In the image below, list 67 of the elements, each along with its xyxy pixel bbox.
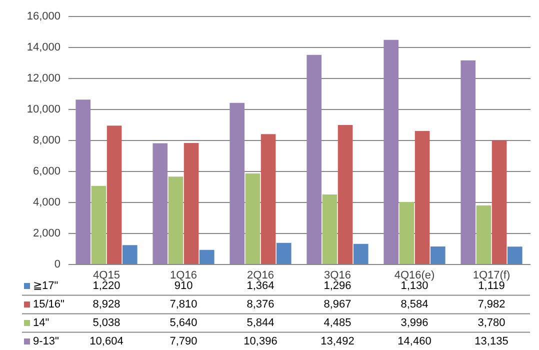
bar [168,176,184,264]
legend-label: 9-13" [33,336,60,348]
data-label: 13,492 [320,336,354,348]
bar [414,130,430,264]
data-label: 7,810 [170,298,198,310]
bar [460,60,476,264]
bar [199,250,214,264]
data-label: 8,967 [324,298,352,310]
y-tick-label: 16,000 [26,10,60,22]
x-tick-label: 1Q17(f) [472,270,510,282]
data-label: 13,135 [474,336,508,348]
data-label: 1,130 [400,280,428,292]
data-label: 10,604 [90,336,124,348]
data-label: 5,640 [170,317,198,329]
legend-label: 15/16" [33,298,65,310]
data-label: 7,790 [170,336,198,348]
y-tick-label: 2,000 [32,228,60,240]
data-label: 1,220 [92,280,120,292]
data-label: 3,780 [478,317,506,329]
bar [399,202,414,264]
x-tick-label: 3Q16 [324,270,351,282]
data-label: 8,376 [246,298,274,310]
bar [122,245,138,264]
bar [276,242,292,264]
bar [91,186,106,264]
legend-label: ≧17" [33,280,58,292]
data-label: 1,364 [246,280,274,292]
bar [106,126,122,264]
data-label: 7,982 [478,298,506,310]
bar [492,140,507,264]
bar [507,246,522,264]
y-tick-label: 0 [54,258,60,270]
x-tick-label: 1Q16 [170,270,197,282]
y-tick-label: 4,000 [32,196,60,208]
x-tick-label: 4Q16(e) [394,270,435,282]
data-label: 8,928 [92,298,120,310]
bar [260,134,276,264]
bar [353,244,368,264]
y-tick-label: 8,000 [32,134,60,146]
legend-label: 14" [33,317,50,329]
y-tick-label: 10,000 [26,104,60,116]
bar [306,54,322,264]
bar [430,246,446,264]
data-label: 1,119 [478,280,505,292]
y-tick-label: 6,000 [32,166,60,178]
y-tick-label: 14,000 [26,42,60,54]
data-label: 4,485 [324,317,352,329]
bar [230,102,245,264]
x-tick-label: 4Q15 [93,270,120,282]
x-tick-label: 2Q16 [247,270,274,282]
bar [76,100,91,264]
data-label: 1,296 [324,280,352,292]
data-label: 5,844 [246,317,274,329]
bar [184,142,199,264]
bar [245,173,260,264]
bar [338,125,353,264]
data-label: 910 [174,280,193,292]
bar [384,40,399,264]
bar [152,143,168,264]
data-label: 14,460 [398,336,432,348]
bar [322,194,338,264]
data-label: 8,584 [400,298,428,310]
data-label: 5,038 [92,317,120,329]
bar [476,205,492,264]
data-label: 10,396 [244,336,278,348]
y-tick-label: 12,000 [26,72,60,84]
data-label: 3,996 [400,317,428,329]
